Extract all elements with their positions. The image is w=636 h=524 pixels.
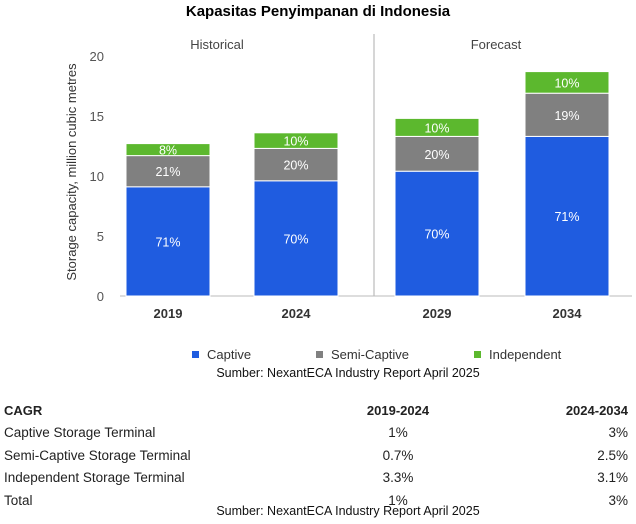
row-label: Semi-Captive Storage Terminal <box>4 447 191 463</box>
panel-label: Forecast <box>471 37 522 52</box>
bar-data-label: 10% <box>554 76 579 90</box>
bar-data-label: 71% <box>155 235 180 249</box>
cagr-table: CAGR 2019-2024 2024-2034 Captive Storage… <box>4 399 636 512</box>
row-label: Independent Storage Terminal <box>4 470 185 486</box>
y-axis-title: Storage capacity, million cubic metres <box>64 63 79 281</box>
bar-data-label: 70% <box>424 228 449 242</box>
bar-data-label: 19% <box>554 109 579 123</box>
bar-segment <box>394 170 480 297</box>
bar-data-label: 21% <box>155 165 180 179</box>
x-tick-label: 2024 <box>282 306 312 321</box>
cagr-value: 3.1% <box>597 470 628 486</box>
cagr-value: 3% <box>608 425 628 441</box>
row-label: Total <box>4 492 33 508</box>
bar-segment <box>524 71 610 94</box>
cagr-value: 1% <box>388 492 408 508</box>
cagr-header: 2019-2024 <box>366 402 430 418</box>
bar-segment <box>394 117 480 137</box>
y-tick-label: 20 <box>90 49 104 64</box>
y-tick-label: 15 <box>90 109 104 124</box>
y-tick-label: 10 <box>90 169 104 184</box>
x-tick-label: 2029 <box>423 306 452 321</box>
chart-title: Kapasitas Penyimpanan di Indonesia <box>185 3 451 20</box>
chart-source-note: Sumber: NexantECA Industry Report April … <box>216 366 480 380</box>
legend-label: Captive <box>207 347 251 362</box>
bar-data-label: 71% <box>554 210 579 224</box>
bar-segment <box>125 186 211 297</box>
y-tick-label: 0 <box>97 289 104 304</box>
cagr-value: 3% <box>608 492 628 508</box>
bar-segment <box>125 143 211 157</box>
bar-data-label: 20% <box>283 159 308 173</box>
bar-data-label: 8% <box>159 144 177 158</box>
x-tick-label: 2034 <box>553 306 583 321</box>
y-tick-label: 5 <box>97 229 104 244</box>
legend-swatch <box>316 351 323 358</box>
table-row: Independent Storage Terminal 3.3% 3.1% <box>4 467 636 490</box>
panel-label: Historical <box>190 37 244 52</box>
cagr-value: 2.5% <box>597 447 628 463</box>
stacked-bar-chart: 0 5 10 15 20 Storage capacity, million cubic … <box>64 34 632 362</box>
table-row: Semi-Captive Storage Terminal 0.7% 2.5% <box>4 444 636 467</box>
cagr-header: CAGR <box>4 402 43 418</box>
bar-data-label: 70% <box>283 232 308 246</box>
bar-data-label: 10% <box>424 121 449 135</box>
cagr-header: 2024-2034 <box>565 402 628 418</box>
legend-label: Semi-Captive <box>331 347 409 362</box>
legend-label: Independent <box>489 347 562 362</box>
table-row: Captive Storage Terminal 1% 3% <box>4 422 636 445</box>
legend-swatch <box>474 351 481 358</box>
table-row: Total 1% 3% <box>4 489 636 512</box>
row-label: Captive Storage Terminal <box>4 425 156 441</box>
cagr-value: 3.3% <box>382 470 414 486</box>
x-tick-label: 2019 <box>154 306 183 321</box>
bar-segment <box>253 132 339 149</box>
bar-data-label: 20% <box>424 148 449 162</box>
table-source-note: Sumber: NexantECA Industry Report April … <box>216 504 480 518</box>
bar-data-label: 10% <box>283 135 308 149</box>
cagr-header-row: CAGR 2019-2024 2024-2034 <box>4 399 636 422</box>
cagr-value: 1% <box>388 425 408 441</box>
bar-segment <box>524 135 610 297</box>
cagr-value: 0.7% <box>382 447 414 463</box>
legend-swatch <box>192 351 199 358</box>
